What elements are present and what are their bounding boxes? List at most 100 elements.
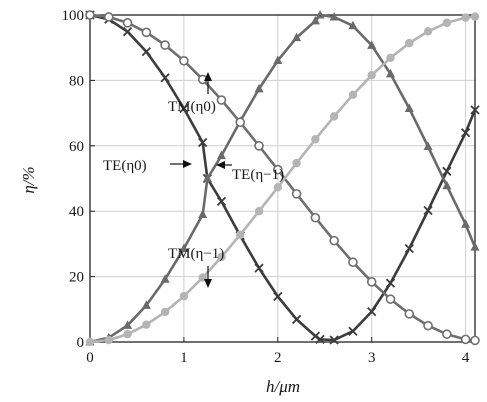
arrowhead-te-eta0 [183, 160, 192, 168]
data-point [160, 307, 170, 317]
data-point [179, 292, 189, 301]
data-point [367, 306, 377, 317]
data-point [254, 83, 264, 93]
data-point [254, 207, 264, 216]
data-point [141, 27, 152, 38]
annotation-tm-eta0: TM(η0) [168, 99, 216, 115]
y-tick-label: 100 [62, 8, 85, 24]
data-point [103, 12, 114, 22]
data-point [216, 196, 227, 207]
y-tick-label: 0 [77, 335, 85, 351]
data-point [404, 103, 414, 113]
data-point [460, 334, 471, 345]
data-point [179, 55, 189, 66]
data-point [236, 230, 245, 239]
data-point [273, 55, 283, 64]
data-point [122, 18, 133, 28]
data-point [141, 300, 151, 309]
data-point [291, 314, 302, 325]
data-point [122, 27, 133, 37]
data-point [216, 150, 226, 160]
data-point [404, 309, 415, 319]
data-point [442, 180, 452, 190]
data-point [329, 335, 339, 345]
data-point [179, 103, 189, 114]
data-point [310, 212, 321, 223]
data-point [235, 117, 246, 128]
series-line [89, 15, 476, 344]
data-point [460, 128, 471, 138]
x-tick-label: 4 [462, 350, 470, 366]
data-point [329, 112, 339, 121]
x-tick-label: 1 [180, 350, 188, 366]
data-point [385, 68, 395, 78]
arrowhead-tm-eta0 [204, 72, 212, 81]
data-point [123, 320, 133, 329]
series-2 [85, 10, 480, 346]
data-point [217, 252, 226, 262]
data-point [385, 294, 396, 304]
data-point [386, 53, 395, 63]
data-point [385, 278, 396, 288]
data-point [423, 205, 433, 216]
y-tick-label: 60 [69, 139, 84, 155]
data-point [470, 105, 480, 115]
data-point [442, 166, 452, 176]
y-axis-label: η/% [19, 166, 38, 193]
data-point [367, 40, 377, 49]
data-point [311, 135, 320, 144]
x-tick-label: 3 [368, 350, 376, 366]
data-point [85, 10, 95, 20]
data-point [470, 242, 480, 251]
series-group [85, 10, 480, 347]
data-point [423, 27, 433, 36]
data-point [329, 235, 339, 246]
data-point [273, 183, 283, 192]
data-point [216, 95, 227, 105]
data-point [273, 164, 283, 175]
data-point [329, 11, 339, 21]
data-point [366, 277, 377, 287]
data-point [85, 337, 95, 347]
data-point [104, 335, 113, 345]
x-tick-label: 2 [274, 350, 282, 366]
data-point [160, 73, 170, 83]
data-point [273, 291, 283, 302]
data-point [461, 219, 471, 228]
data-point [198, 209, 208, 218]
plot-frame [89, 14, 476, 343]
data-point [291, 189, 302, 199]
data-point [179, 243, 189, 252]
data-point [123, 329, 132, 339]
data-point [348, 90, 358, 99]
data-point [202, 173, 212, 182]
data-point [198, 137, 208, 148]
data-point [315, 10, 325, 19]
annotation-tm-eta-1: TM(η−1) [168, 246, 224, 262]
data-point [141, 46, 151, 57]
y-tick-label: 80 [69, 73, 84, 89]
data-point [423, 141, 433, 150]
data-point [254, 141, 264, 151]
series-line [89, 13, 476, 342]
data-point [348, 326, 358, 336]
data-point [292, 158, 301, 168]
data-point [310, 331, 321, 341]
data-point [254, 263, 264, 273]
arrowhead-te-eta-1 [216, 161, 225, 169]
data-point [442, 18, 452, 28]
data-point [470, 335, 480, 346]
data-point [470, 12, 480, 21]
data-point [160, 274, 170, 283]
annotation-te-eta0: TE(η0) [103, 158, 147, 174]
series-line [89, 13, 477, 344]
data-point [461, 13, 470, 22]
annotation-te-eta-1: TE(η−1) [232, 167, 284, 183]
x-tick-label: 0 [86, 350, 94, 366]
data-point [292, 32, 302, 42]
series-3 [85, 12, 480, 347]
data-point [404, 243, 414, 254]
data-point [348, 257, 358, 268]
